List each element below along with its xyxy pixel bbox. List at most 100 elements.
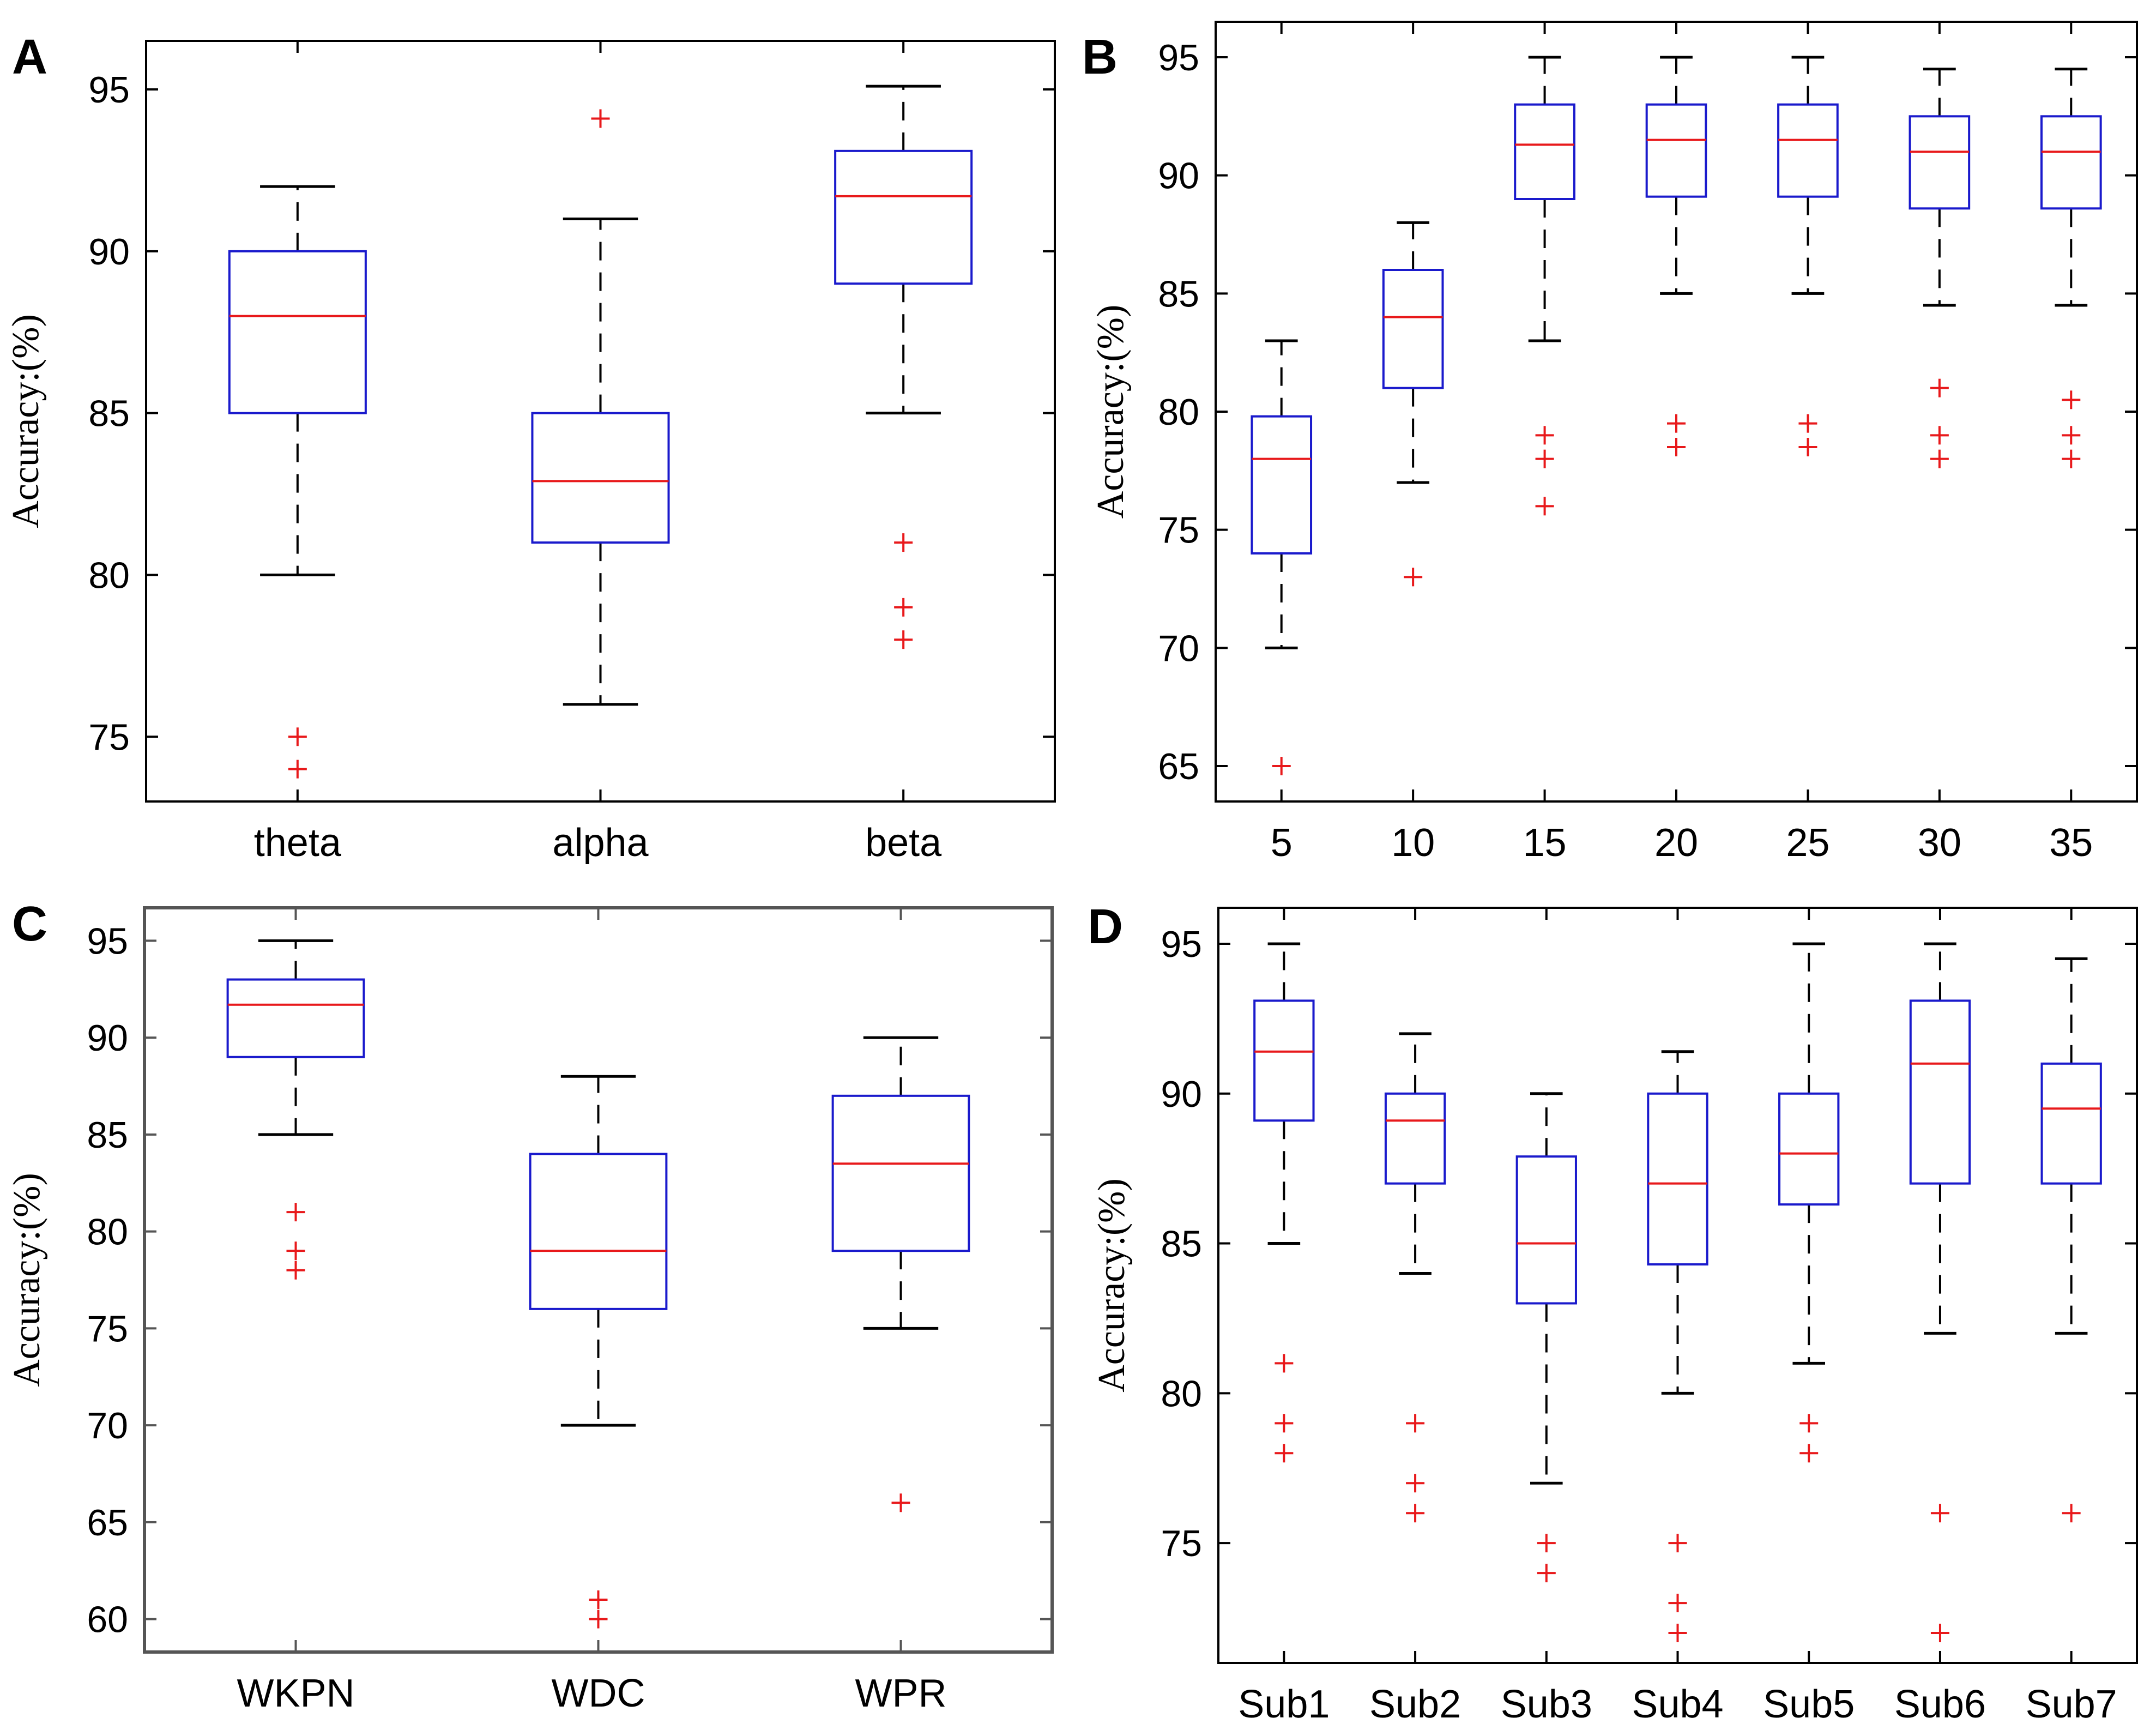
y-tick-label: 75 bbox=[87, 1308, 128, 1349]
outlier-marker bbox=[288, 760, 307, 779]
y-tick-label: 95 bbox=[1158, 37, 1199, 79]
outlier-marker bbox=[1667, 438, 1686, 456]
panel-c: 60 65 70 75 80 85 90 95 WKPN WDC WPR Accuracy:(%) C bbox=[6, 897, 1054, 1715]
panel-a: 75 80 85 90 95 theta alpha beta Accuracy:(%) A bbox=[5, 30, 1056, 865]
box-group-sub5 bbox=[1778, 942, 1840, 1463]
iqr-box bbox=[2040, 115, 2102, 210]
outlier-marker bbox=[286, 1241, 305, 1261]
x-tick-label: Sub5 bbox=[1763, 1683, 1855, 1726]
y-axis-label: Accuracy:(%) bbox=[1091, 1178, 1133, 1393]
iqr-box bbox=[531, 412, 670, 544]
y-tick-label: 80 bbox=[1161, 1373, 1202, 1414]
x-tick-label: 25 bbox=[1786, 821, 1829, 865]
outlier-marker bbox=[1798, 438, 1817, 456]
y-tick-label: 90 bbox=[1161, 1074, 1202, 1115]
iqr-box bbox=[1778, 1092, 1840, 1206]
iqr-box bbox=[834, 149, 973, 285]
x-tick-label: 30 bbox=[1918, 821, 1961, 865]
x-tick-label: 35 bbox=[2049, 821, 2093, 865]
x-tick-label: Sub7 bbox=[2026, 1683, 2117, 1726]
outlier-marker bbox=[1275, 1354, 1294, 1373]
y-tick-label: 65 bbox=[87, 1502, 128, 1544]
outlier-marker bbox=[1537, 1534, 1556, 1553]
y-tick-label: 80 bbox=[88, 554, 130, 596]
box-group-beta bbox=[834, 85, 973, 649]
outlier-marker bbox=[1799, 1414, 1819, 1433]
y-axis-label: Accuracy:(%) bbox=[5, 314, 47, 528]
outlier-marker bbox=[1275, 1444, 1294, 1463]
outlier-marker bbox=[1406, 1474, 1425, 1493]
y-tick-label: 85 bbox=[1158, 273, 1199, 315]
box-group-30 bbox=[1909, 68, 1971, 468]
y-tick-label: 85 bbox=[87, 1114, 128, 1156]
outlier-marker bbox=[589, 1610, 608, 1629]
y-axis-label: Accuracy:(%) bbox=[1090, 305, 1132, 519]
panel-letter: C bbox=[12, 897, 47, 951]
y-tick-label: 95 bbox=[87, 920, 128, 962]
box-group-15 bbox=[1514, 56, 1575, 516]
iqr-box bbox=[1514, 103, 1575, 200]
box-group-25 bbox=[1777, 56, 1839, 456]
y-tick-label: 65 bbox=[1158, 746, 1199, 787]
outlier-marker bbox=[1272, 757, 1291, 775]
x-tick-label: Sub2 bbox=[1369, 1683, 1461, 1726]
axes-frame bbox=[1215, 21, 2138, 803]
box-group-sub4 bbox=[1647, 1050, 1708, 1643]
y-tick-label: 90 bbox=[88, 231, 130, 273]
iqr-box bbox=[1253, 999, 1315, 1122]
outlier-marker bbox=[1798, 414, 1817, 433]
box-group-theta bbox=[228, 185, 367, 779]
iqr-box bbox=[2040, 1062, 2102, 1185]
y-tick-label: 80 bbox=[1158, 391, 1199, 433]
iqr-box bbox=[1515, 1155, 1577, 1305]
outlier-marker bbox=[2062, 1504, 2081, 1523]
y-axis-label: Accuracy:(%) bbox=[6, 1173, 48, 1387]
y-tick-label: 60 bbox=[87, 1599, 128, 1641]
box-group-wkpn bbox=[226, 939, 365, 1280]
outlier-marker bbox=[2062, 426, 2081, 445]
y-tick-label: 75 bbox=[88, 716, 130, 758]
outlier-marker bbox=[894, 630, 913, 649]
iqr-box bbox=[1384, 1092, 1446, 1185]
y-tick-label: 85 bbox=[88, 393, 130, 435]
y-tick-label: 75 bbox=[1158, 510, 1199, 551]
x-tick-label: theta bbox=[254, 821, 342, 865]
x-tick-label: Sub4 bbox=[1632, 1683, 1723, 1726]
outlier-marker bbox=[1930, 1504, 1949, 1523]
panel-b: 65 70 75 80 85 90 95 5 10 15 20 25 30 35 Accuracy:(%) B bbox=[1082, 21, 2138, 865]
y-tick-label: 80 bbox=[87, 1211, 128, 1253]
y-tick-label: 70 bbox=[1158, 628, 1199, 669]
outlier-marker bbox=[1535, 449, 1554, 468]
x-tick-label: Sub6 bbox=[1894, 1683, 1986, 1726]
iqr-box bbox=[1909, 999, 1971, 1185]
box-group-wpr bbox=[831, 1036, 970, 1512]
y-tick-label: 95 bbox=[88, 69, 130, 111]
iqr-box bbox=[1645, 103, 1707, 198]
outlier-marker bbox=[1535, 497, 1554, 516]
outlier-marker bbox=[1667, 414, 1686, 433]
axes-frame bbox=[145, 40, 1056, 803]
outlier-marker bbox=[1404, 568, 1423, 587]
outlier-marker bbox=[891, 1493, 910, 1512]
iqr-box bbox=[1647, 1092, 1708, 1266]
y-tick-label: 85 bbox=[1161, 1223, 1202, 1265]
outlier-marker bbox=[286, 1261, 305, 1280]
iqr-box bbox=[529, 1153, 668, 1310]
iqr-box bbox=[1909, 115, 1971, 210]
outlier-marker bbox=[589, 1590, 608, 1610]
box-group-sub6 bbox=[1909, 942, 1971, 1643]
box-group-sub7 bbox=[2040, 957, 2102, 1523]
iqr-box bbox=[1777, 103, 1839, 198]
box-group-sub3 bbox=[1515, 1092, 1577, 1583]
outlier-marker bbox=[1799, 1444, 1819, 1463]
x-tick-label: beta bbox=[865, 821, 942, 865]
outlier-marker bbox=[894, 533, 913, 552]
x-tick-label: WKPN bbox=[237, 1672, 355, 1715]
box-group-alpha bbox=[531, 109, 670, 706]
iqr-box bbox=[1382, 269, 1444, 389]
box-group-wdc bbox=[529, 1075, 668, 1629]
x-tick-label: 15 bbox=[1523, 821, 1567, 865]
x-tick-label: Sub3 bbox=[1501, 1683, 1592, 1726]
y-tick-label: 75 bbox=[1161, 1523, 1202, 1564]
